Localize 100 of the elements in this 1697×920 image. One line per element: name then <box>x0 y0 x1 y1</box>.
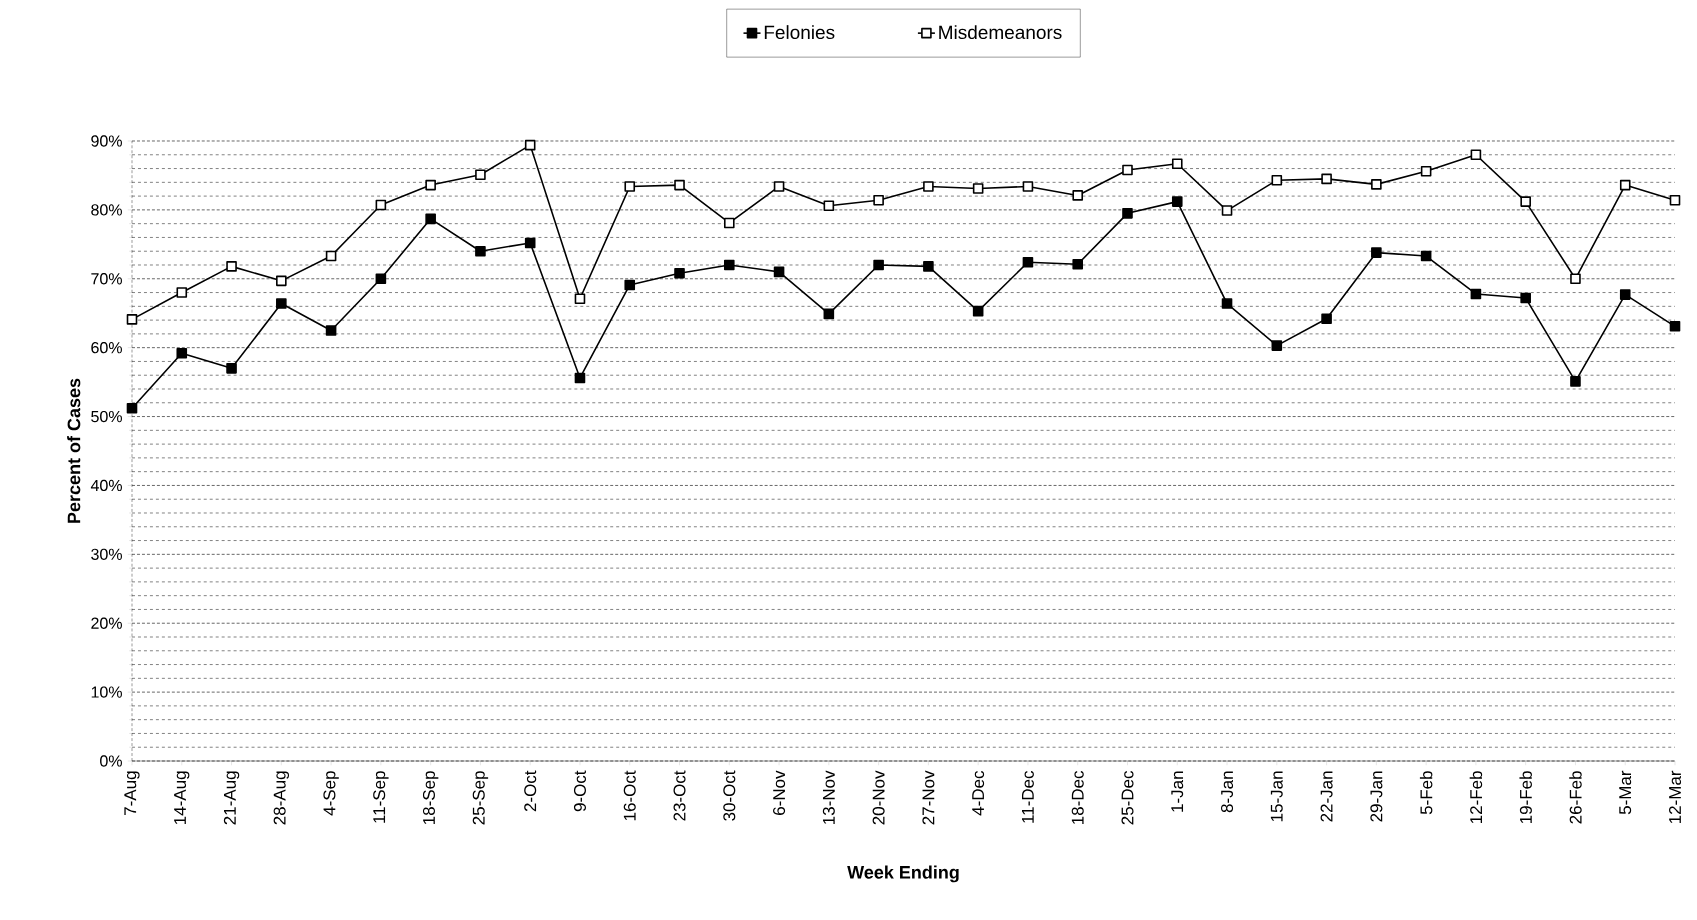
x-tick-label: 1-Jan <box>1171 771 1184 812</box>
point <box>1171 158 1183 170</box>
x-tick-label: 4-Sep <box>323 771 339 816</box>
point <box>475 245 486 257</box>
x-tick-label: 28-Aug <box>273 771 290 825</box>
point <box>1022 256 1034 268</box>
point <box>1570 376 1581 387</box>
point <box>226 261 237 272</box>
x-tick-label: 20-Nov <box>872 770 885 825</box>
y-tick-label: 80% <box>91 204 122 216</box>
point <box>972 305 984 317</box>
y-axis-title: Percent of Cases <box>67 378 81 523</box>
point <box>723 217 735 229</box>
point <box>624 181 636 192</box>
x-tick-label: 25-Sep <box>472 771 489 825</box>
point <box>1570 273 1581 285</box>
point <box>425 179 436 191</box>
point <box>375 199 387 211</box>
point <box>176 347 188 359</box>
x-tick-label: 6-Nov <box>773 770 786 815</box>
point <box>226 363 237 374</box>
y-tick-label: 50% <box>91 410 122 423</box>
x-tick-label: 16-Oct <box>623 770 636 821</box>
x-axis-title: Week Ending <box>847 865 959 883</box>
point <box>1371 247 1382 258</box>
x-tick-label: 27-Nov <box>922 770 935 825</box>
x-tick-label: 9-Oct <box>573 770 586 812</box>
y-tick-label: 60% <box>91 342 122 354</box>
point <box>126 402 138 414</box>
x-tick-label: 29-Jan <box>1370 771 1383 822</box>
y-tick-label: 70% <box>91 273 122 285</box>
x-tick-label: 11-Sep <box>373 771 389 823</box>
x-tick-label: 5-Feb <box>1419 771 1433 815</box>
point <box>1321 173 1332 185</box>
point <box>1669 194 1681 206</box>
point <box>1022 181 1034 192</box>
point <box>425 213 436 225</box>
point <box>1470 288 1482 300</box>
point <box>176 287 188 298</box>
x-tick-label: 11-Dec <box>1022 770 1034 823</box>
x-tick-label: 5-Mar <box>1619 770 1632 815</box>
point <box>325 250 337 262</box>
point <box>524 237 536 249</box>
point <box>823 308 835 320</box>
x-tick-label: 15-Jan <box>1270 771 1283 822</box>
x-tick-label: 19-Feb <box>1519 771 1532 824</box>
point <box>1420 250 1432 262</box>
point <box>1520 196 1531 207</box>
x-tick-label: 4-Dec <box>972 770 985 816</box>
x-tick-label: 13-Nov <box>822 770 835 824</box>
point <box>773 181 785 192</box>
point <box>1271 174 1283 186</box>
point <box>375 273 387 285</box>
point <box>972 183 984 194</box>
x-tick-label: 12-Feb <box>1469 771 1483 824</box>
x-tick-label: 12-Mar <box>1668 770 1682 823</box>
y-tick-label: 10% <box>91 686 122 698</box>
y-tick-label: 0% <box>100 755 122 767</box>
x-tick-label: 25-Dec <box>1121 770 1134 825</box>
x-tick-label: 30-Oct <box>723 770 736 821</box>
point <box>1171 196 1183 207</box>
point <box>1221 205 1233 216</box>
y-tick-label: 30% <box>91 548 122 560</box>
point <box>873 194 884 206</box>
point <box>1619 179 1631 191</box>
point <box>773 266 785 278</box>
point <box>624 279 636 291</box>
x-tick-label: 18-Dec <box>1071 770 1084 824</box>
x-tick-label: 22-Jan <box>1320 771 1333 822</box>
x-tick-label: 14-Aug <box>174 771 190 824</box>
x-tick-label: 8-Jan <box>1221 771 1234 813</box>
point <box>923 261 934 272</box>
point <box>1122 208 1133 219</box>
x-tick-label: 7-Aug <box>124 771 140 815</box>
point <box>1122 164 1133 176</box>
point <box>674 267 685 279</box>
point <box>475 169 486 181</box>
point <box>674 179 685 191</box>
y-tick-label: 20% <box>91 617 122 629</box>
x-tick-label: 2-Oct <box>524 770 537 812</box>
y-tick-label: 90% <box>91 135 122 147</box>
point <box>574 372 586 384</box>
point <box>574 293 586 305</box>
point <box>1470 149 1482 161</box>
point <box>1619 289 1631 300</box>
y-tick-label: 40% <box>90 479 122 492</box>
point <box>1669 321 1681 332</box>
point <box>1221 298 1233 309</box>
point <box>325 325 337 336</box>
x-tick-label: 18-Sep <box>422 771 439 824</box>
legend-label: Felonies <box>764 25 835 40</box>
point <box>873 259 884 271</box>
point <box>823 200 835 212</box>
point <box>524 139 536 151</box>
x-tick-label: 21-Aug <box>223 771 240 825</box>
point <box>1371 179 1382 190</box>
point <box>1321 313 1332 325</box>
point <box>1072 190 1084 201</box>
point <box>276 298 287 309</box>
point <box>1420 166 1432 177</box>
